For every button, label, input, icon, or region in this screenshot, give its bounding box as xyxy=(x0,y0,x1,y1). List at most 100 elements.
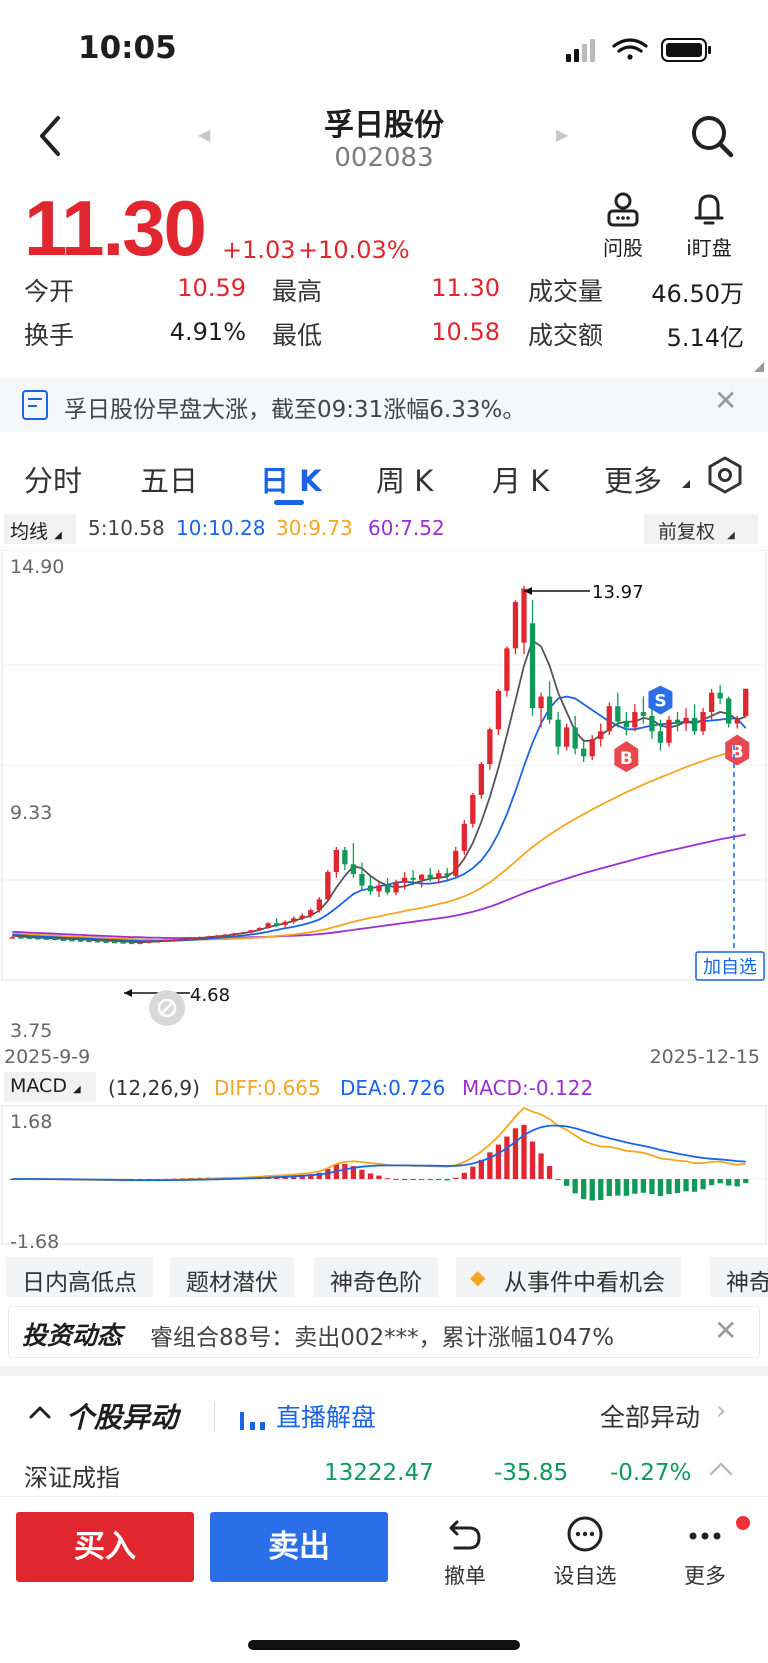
buy-button[interactable]: 买入 xyxy=(16,1512,194,1582)
more-button[interactable]: 更多 xyxy=(660,1514,750,1590)
macd-bar xyxy=(504,1136,510,1179)
macd-bar xyxy=(453,1177,459,1179)
chevron-up-icon[interactable] xyxy=(28,1400,52,1424)
macd-chart[interactable]: 1.68 -1.68 xyxy=(0,1104,768,1254)
prev-stock-icon[interactable]: ◀ xyxy=(198,125,211,144)
expand-corner-icon[interactable] xyxy=(754,362,764,372)
chip-theme-ambush[interactable]: 题材潜伏 xyxy=(170,1257,294,1297)
cancel-order-button[interactable]: 撤单 xyxy=(420,1514,510,1590)
candle-body xyxy=(726,698,732,724)
candle-body xyxy=(188,937,195,940)
ask-stock-button[interactable]: 问股 xyxy=(578,192,668,261)
candle-body xyxy=(504,648,510,691)
ma10-legend: 10:10.28 xyxy=(176,516,266,540)
candle-body xyxy=(35,937,41,940)
tab-intraday[interactable]: 分时 xyxy=(24,464,83,498)
candle-body xyxy=(120,942,126,944)
candle xyxy=(231,932,237,936)
watch-button[interactable]: i盯盘 xyxy=(664,192,754,261)
add-watch-button[interactable]: 加自选 xyxy=(695,951,765,981)
chip-magic-color[interactable]: 神奇色阶 xyxy=(314,1257,438,1297)
chevron-up-icon[interactable] xyxy=(708,1456,734,1482)
tab-monthly-k[interactable]: 月 K xyxy=(492,464,550,498)
candle xyxy=(708,688,715,720)
macd-bar xyxy=(734,1179,740,1187)
candle-body xyxy=(308,910,314,916)
news-text[interactable]: 孚日股份早盘大涨，截至09:31涨幅6.33%。 xyxy=(64,397,526,423)
home-indicator[interactable] xyxy=(248,1640,520,1650)
macd-bar xyxy=(359,1169,365,1179)
chevron-right-icon[interactable]: › xyxy=(716,1396,727,1426)
adjust-selector[interactable]: 前复权 ◢ xyxy=(644,514,758,544)
candle-body xyxy=(521,588,527,643)
macd-bar xyxy=(632,1179,638,1194)
tab-five-day[interactable]: 五日 xyxy=(140,464,199,498)
macd-bar xyxy=(342,1163,348,1179)
close-icon[interactable]: ✕ xyxy=(714,1314,738,1347)
close-icon[interactable]: ✕ xyxy=(714,384,738,417)
candle-body xyxy=(359,873,365,886)
back-icon[interactable] xyxy=(28,108,72,164)
candle-body xyxy=(734,719,740,724)
indicator-selector[interactable]: MACD ◢ xyxy=(4,1072,96,1102)
candle xyxy=(77,939,84,942)
chip-event-opportunity[interactable]: ◆ 从事件中看机会 xyxy=(456,1257,681,1297)
ma-selector[interactable]: 均线 ◢ xyxy=(4,514,76,544)
candle xyxy=(316,897,322,913)
all-anomaly-link[interactable]: 全部异动 xyxy=(600,1403,701,1432)
next-stock-icon[interactable]: ▶ xyxy=(556,125,569,144)
candle-body xyxy=(137,942,143,945)
watch-label: i盯盘 xyxy=(686,236,732,260)
candle xyxy=(717,684,723,705)
add-favorite-button[interactable]: 设自选 xyxy=(540,1514,630,1590)
stock-code: 002083 xyxy=(334,143,434,173)
candle-body xyxy=(427,874,433,878)
macd-bar xyxy=(581,1179,587,1200)
chip-more[interactable]: 神奇 xyxy=(710,1257,768,1297)
candle xyxy=(734,715,740,729)
candle xyxy=(299,913,305,921)
candle-body xyxy=(342,850,348,865)
candle xyxy=(111,941,118,944)
candle-body xyxy=(572,727,578,749)
candle-body xyxy=(384,885,391,893)
macd-bar xyxy=(572,1179,578,1194)
candle xyxy=(598,723,604,747)
tab-more[interactable]: 更多 xyxy=(604,464,663,498)
candle-body xyxy=(470,794,476,824)
tab-daily-k[interactable]: 日 K xyxy=(260,464,322,498)
candle-body xyxy=(299,915,305,919)
candle xyxy=(427,868,433,882)
notification-dot xyxy=(736,1516,750,1530)
candle xyxy=(282,920,288,928)
page-title: 孚日股份 xyxy=(324,108,444,143)
macd-bar xyxy=(521,1124,527,1179)
candle xyxy=(615,692,621,728)
invest-dynamics-text[interactable]: 睿组合88号：卖出002***，累计涨幅1047% xyxy=(150,1325,615,1351)
live-bars-icon xyxy=(240,1412,265,1430)
chart-grid xyxy=(1,550,767,981)
candle xyxy=(401,872,408,890)
open-value: 10.59 xyxy=(177,274,246,302)
tab-weekly-k[interactable]: 周 K xyxy=(376,464,434,498)
sell-marker-shape xyxy=(648,685,673,715)
magic-wand-icon[interactable] xyxy=(149,990,185,1026)
candle-body xyxy=(214,935,220,938)
candle xyxy=(487,727,493,770)
amount-label: 成交额 xyxy=(528,321,604,350)
news-bar[interactable] xyxy=(0,378,768,432)
live-commentary-link[interactable]: 直播解盘 xyxy=(276,1403,377,1432)
search-icon[interactable] xyxy=(688,112,736,160)
candle-body xyxy=(478,764,484,795)
sell-button[interactable]: 卖出 xyxy=(210,1512,388,1582)
buy-marker-shape xyxy=(614,741,639,773)
gear-icon[interactable] xyxy=(706,456,744,494)
candle xyxy=(137,942,143,945)
buy-marker: B xyxy=(725,734,750,766)
candle xyxy=(350,843,357,878)
invest-dynamics-bar[interactable] xyxy=(8,1306,760,1358)
candle-body xyxy=(461,823,467,851)
chip-intraday-highlow[interactable]: 日内高低点 xyxy=(6,1257,153,1297)
kline-chart[interactable]: B B S 14.90 9.33 3.75 13.97 4.68 加自选 xyxy=(0,550,768,1045)
divider xyxy=(0,1496,768,1497)
